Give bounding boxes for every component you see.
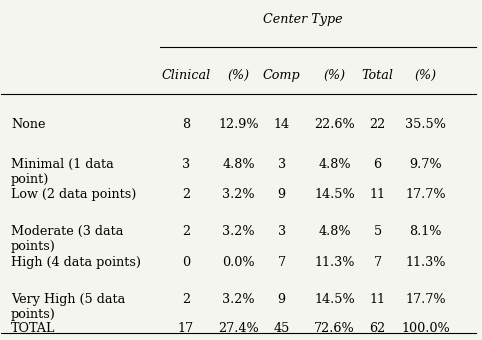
Text: 22.6%: 22.6% (314, 118, 355, 131)
Text: 8.1%: 8.1% (409, 225, 442, 238)
Text: Center Type: Center Type (264, 13, 343, 26)
Text: 17.7%: 17.7% (405, 188, 446, 201)
Text: Very High (5 data
points): Very High (5 data points) (11, 293, 125, 321)
Text: 17.7%: 17.7% (405, 293, 446, 306)
Text: 27.4%: 27.4% (218, 322, 259, 335)
Text: 35.5%: 35.5% (405, 118, 446, 131)
Text: 9: 9 (278, 188, 286, 201)
Text: 7: 7 (374, 256, 382, 269)
Text: High (4 data points): High (4 data points) (11, 256, 141, 269)
Text: 2: 2 (182, 188, 190, 201)
Text: 14: 14 (274, 118, 290, 131)
Text: Moderate (3 data
points): Moderate (3 data points) (11, 225, 123, 253)
Text: 3: 3 (182, 158, 190, 171)
Text: 4.8%: 4.8% (318, 158, 351, 171)
Text: 100.0%: 100.0% (401, 322, 450, 335)
Text: 0.0%: 0.0% (222, 256, 255, 269)
Text: (%): (%) (228, 69, 250, 82)
Text: None: None (11, 118, 45, 131)
Text: (%): (%) (323, 69, 346, 82)
Text: (%): (%) (415, 69, 437, 82)
Text: TOTAL: TOTAL (11, 322, 55, 335)
Text: 3.2%: 3.2% (222, 293, 255, 306)
Text: 2: 2 (182, 293, 190, 306)
Text: 6: 6 (374, 158, 382, 171)
Text: Comp: Comp (263, 69, 301, 82)
Text: Low (2 data points): Low (2 data points) (11, 188, 136, 201)
Text: 17: 17 (178, 322, 194, 335)
Text: 11: 11 (370, 293, 386, 306)
Text: 8: 8 (182, 118, 190, 131)
Text: 4.8%: 4.8% (222, 158, 255, 171)
Text: 11.3%: 11.3% (314, 256, 355, 269)
Text: 9.7%: 9.7% (409, 158, 442, 171)
Text: 11.3%: 11.3% (405, 256, 446, 269)
Text: 2: 2 (182, 225, 190, 238)
Text: 22: 22 (370, 118, 386, 131)
Text: Clinical: Clinical (161, 69, 211, 82)
Text: 72.6%: 72.6% (314, 322, 355, 335)
Text: 3: 3 (278, 225, 286, 238)
Text: 5: 5 (374, 225, 382, 238)
Text: Total: Total (362, 69, 394, 82)
Text: 62: 62 (370, 322, 386, 335)
Text: 0: 0 (182, 256, 190, 269)
Text: 11: 11 (370, 188, 386, 201)
Text: 4.8%: 4.8% (318, 225, 351, 238)
Text: 12.9%: 12.9% (218, 118, 259, 131)
Text: Minimal (1 data
point): Minimal (1 data point) (11, 158, 114, 186)
Text: 3: 3 (278, 158, 286, 171)
Text: 3.2%: 3.2% (222, 188, 255, 201)
Text: 7: 7 (278, 256, 286, 269)
Text: 3.2%: 3.2% (222, 225, 255, 238)
Text: 45: 45 (274, 322, 290, 335)
Text: 14.5%: 14.5% (314, 188, 355, 201)
Text: 9: 9 (278, 293, 286, 306)
Text: 14.5%: 14.5% (314, 293, 355, 306)
